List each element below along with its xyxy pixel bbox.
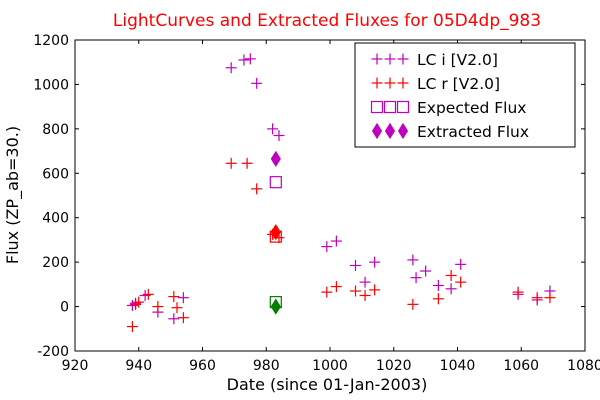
legend-label: Expected Flux [417, 99, 526, 117]
data-point-plus [177, 312, 189, 324]
legend-entry: Expected Flux [370, 99, 526, 117]
data-point-plus [410, 272, 422, 284]
data-point-plus [512, 286, 524, 298]
x-tick-label: 940 [125, 358, 152, 374]
data-point-plus [350, 259, 361, 271]
y-tick-label: -200 [37, 344, 69, 360]
axes-frame [74, 39, 586, 352]
legend-marker-plus [371, 53, 383, 65]
data-point-diamond [270, 224, 281, 241]
data-point-square [269, 176, 282, 189]
data-point-plus [359, 289, 371, 301]
data-point-plus [267, 123, 279, 135]
x-tick-label: 1000 [312, 358, 348, 374]
data-point-plus [238, 54, 250, 66]
data-point-plus [251, 183, 263, 195]
y-tick-label: 600 [42, 166, 69, 182]
data-point-plus [321, 241, 333, 253]
legend-marker-diamond [384, 122, 396, 140]
legend-entry: LC r [V2.0] [371, 75, 500, 93]
data-point-plus [369, 256, 381, 268]
legend-marker-plus [397, 53, 409, 65]
data-point-plus [531, 292, 543, 304]
legend-marker-plus [397, 77, 409, 89]
legend: LC i [V2.0] LC r [V2.0] Expected Flux Extra… [354, 42, 576, 148]
data-point-plus [171, 302, 183, 314]
y-tick-label: 800 [42, 122, 69, 138]
x-tick-label: 1080 [567, 358, 600, 374]
legend-marker-diamond [397, 122, 409, 140]
legend-marker-square [396, 100, 410, 114]
x-tick-label: 920 [62, 358, 89, 374]
legend-entry: LC i [V2.0] [371, 51, 498, 69]
legend-label: LC r [V2.0] [417, 75, 500, 93]
data-point-plus [407, 298, 419, 310]
data-point-diamond [270, 298, 281, 315]
y-axis-label: Flux (ZP_ab=30.) [3, 126, 23, 264]
x-tick-label: 980 [253, 358, 280, 374]
data-marks [126, 53, 556, 333]
data-point-plus [126, 321, 138, 333]
y-tick-label: 400 [42, 211, 69, 227]
data-point-plus [455, 276, 467, 288]
data-point-plus [432, 293, 444, 305]
chart-title: LightCurves and Extracted Fluxes for 05D… [113, 11, 541, 31]
axes-border [74, 39, 586, 352]
x-tick-label: 1020 [376, 358, 412, 374]
data-point-plus [445, 283, 457, 295]
legend-marker-plus [384, 53, 396, 65]
data-point-plus [432, 279, 444, 291]
y-tick-label: 1000 [33, 77, 69, 93]
data-point-plus [241, 157, 253, 169]
y-tick-label: 200 [42, 255, 69, 271]
data-point-plus [369, 284, 381, 296]
data-point-plus [244, 53, 256, 65]
legend-marker-diamond [371, 122, 383, 140]
legend-marker-square [383, 100, 397, 114]
data-point-plus [168, 313, 180, 325]
data-point-plus [168, 291, 180, 303]
data-point-plus [152, 301, 164, 313]
data-point-plus [177, 292, 189, 304]
legend-entry: Extracted Flux [371, 122, 529, 141]
x-tick-label: 1060 [503, 358, 539, 374]
legend-marker-plus [371, 77, 383, 89]
data-point-plus [359, 276, 371, 288]
axis-ticks: 920 940 960 980 1000 1020 1040 1060 1080 -200 0 200… [33, 33, 600, 374]
data-point-diamond [270, 150, 281, 167]
x-tick-label: 1040 [440, 358, 476, 374]
data-point-plus [350, 285, 361, 297]
x-tick-label: 960 [189, 358, 216, 374]
y-tick-label: 0 [60, 300, 69, 316]
legend-label: LC i [V2.0] [417, 51, 498, 69]
data-point-plus [251, 77, 263, 89]
y-tick-label: 1200 [33, 33, 69, 49]
legend-marker-plus [384, 77, 396, 89]
data-point-plus [330, 235, 342, 247]
data-point-plus [455, 258, 467, 270]
data-point-plus [544, 292, 556, 304]
x-axis-label: Date (since 01-Jan-2003) [227, 375, 428, 394]
data-point-plus [133, 296, 145, 308]
data-point-plus [321, 286, 333, 298]
legend-label: Extracted Flux [417, 123, 529, 141]
data-point-plus [273, 130, 285, 142]
legend-marker-square [370, 100, 384, 114]
data-point-plus [142, 288, 154, 300]
data-point-plus [420, 265, 432, 277]
data-point-plus [225, 157, 237, 169]
data-point-plus [330, 281, 342, 293]
data-point-plus [225, 62, 237, 74]
data-point-plus [445, 269, 457, 281]
data-point-plus [407, 254, 419, 266]
